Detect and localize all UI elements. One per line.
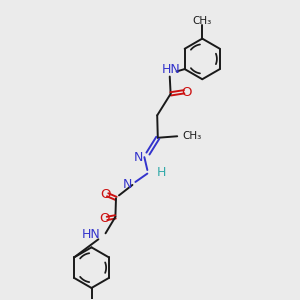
Text: H: H: [156, 166, 166, 179]
Text: O: O: [100, 188, 111, 201]
Text: HN: HN: [162, 64, 181, 76]
Text: HN: HN: [82, 228, 100, 241]
Text: CH₃: CH₃: [183, 131, 202, 141]
Text: O: O: [181, 86, 191, 99]
Text: O: O: [100, 212, 110, 225]
Text: CH₃: CH₃: [193, 16, 212, 26]
Text: N: N: [134, 151, 143, 164]
Text: N: N: [123, 178, 132, 191]
